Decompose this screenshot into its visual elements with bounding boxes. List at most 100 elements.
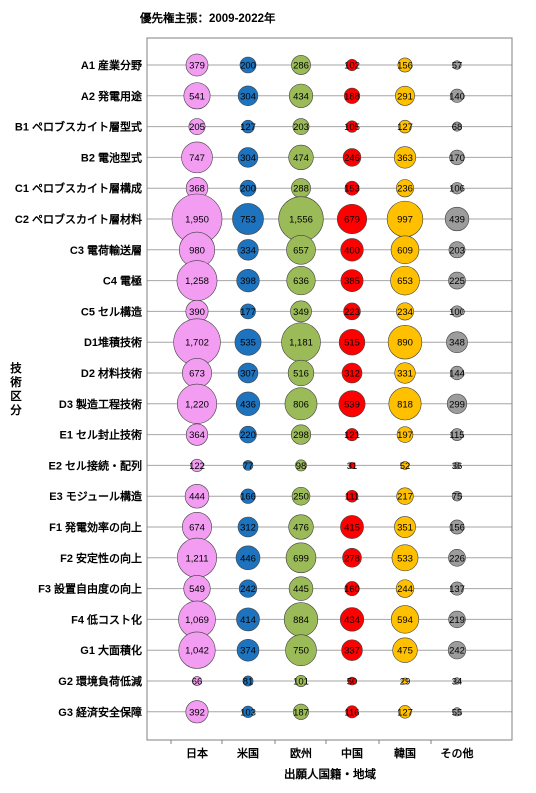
bubble-label: 390 <box>189 307 205 318</box>
bubble-label: 439 <box>449 215 465 226</box>
bubble <box>285 634 317 667</box>
bubble-label: 475 <box>397 646 413 657</box>
row-label: B1 ペロブスカイト層型式 <box>15 120 142 134</box>
bubble <box>451 491 463 502</box>
bubble <box>239 56 257 74</box>
column-label: 中国 <box>341 746 363 760</box>
bubble-label: 436 <box>240 399 256 410</box>
row-label: E2 セル接続・配列 <box>48 458 142 472</box>
x-axis-title: 出願人国籍・地域 <box>284 767 376 781</box>
bubble-series: 379 200 286 102 156 57 541 304 434 188 291 140 205 12… <box>171 53 470 724</box>
bubble-label: 66 <box>192 677 203 688</box>
bubble-label: 446 <box>240 553 256 564</box>
bubble-label: 105 <box>344 122 360 133</box>
bubble <box>237 516 259 538</box>
bubble <box>239 425 257 444</box>
bubble <box>234 328 262 356</box>
bubble-label: 398 <box>240 276 256 287</box>
bubble-label: 188 <box>344 91 360 102</box>
bubble-label: 291 <box>397 91 413 102</box>
bubble <box>452 60 462 70</box>
bubble <box>240 488 256 504</box>
bubble <box>341 639 363 661</box>
bubble <box>232 203 264 235</box>
bubble <box>185 423 209 446</box>
bubble <box>448 241 466 259</box>
bubble <box>448 271 466 290</box>
bubble-label: 122 <box>189 461 205 472</box>
bubble-label: 312 <box>240 523 256 534</box>
column-label: 欧州 <box>290 746 312 760</box>
bubble-label: 348 <box>449 338 465 349</box>
column-label: 米国 <box>236 746 259 760</box>
bubble-label: 52 <box>400 461 411 472</box>
bubble-label: 750 <box>293 646 309 657</box>
bubble-label: 747 <box>189 153 205 164</box>
bubble <box>451 305 463 318</box>
bubble <box>342 148 362 167</box>
bubble <box>387 325 423 360</box>
bubble <box>401 677 409 685</box>
bubble-label: 445 <box>293 584 309 595</box>
bubble <box>447 641 467 660</box>
bubble-label: 884 <box>293 615 309 626</box>
bubble-label: 653 <box>397 276 413 287</box>
bubble-label: 140 <box>449 91 465 102</box>
bubble-label: 636 <box>293 276 309 287</box>
bubble <box>395 85 415 106</box>
bubble-label: 197 <box>397 430 413 441</box>
bubble <box>390 235 420 265</box>
bubble <box>450 428 464 441</box>
bubble <box>292 703 310 720</box>
row-label: E1 セル封止技術 <box>59 428 142 442</box>
bubble <box>295 459 307 472</box>
bubble <box>338 329 366 356</box>
bubble <box>241 119 255 134</box>
bubble <box>185 700 209 724</box>
bubble <box>390 605 420 634</box>
bubble <box>397 57 413 73</box>
bubble <box>237 85 259 106</box>
bubble-label: 818 <box>397 399 413 410</box>
bubble-label: 34 <box>452 677 463 688</box>
bubble <box>449 149 465 166</box>
bubble <box>391 544 419 572</box>
bubble-label: 160 <box>344 584 360 595</box>
bubble-label: 100 <box>449 307 465 318</box>
bubble-label: 1,211 <box>185 553 208 564</box>
row-labels: A1 産業分野 A2 発電用途 B1 ペロブスカイト層型式 B2 電池型式 C1 ペロブ… <box>15 58 143 719</box>
bubble <box>241 705 255 718</box>
bubble-label: 187 <box>293 707 309 718</box>
bubble-label: 351 <box>397 523 413 534</box>
bubble-label: 337 <box>344 646 360 657</box>
bubble-label: 225 <box>449 276 465 287</box>
bubble-label: 549 <box>189 584 205 595</box>
bubble <box>448 610 466 629</box>
bubble-label: 539 <box>344 399 360 410</box>
bubble-label: 98 <box>296 461 307 472</box>
bubble-label: 156 <box>449 523 465 534</box>
bubble <box>343 87 361 104</box>
chart-title: 優先権主張：2009-2022年 <box>139 11 276 25</box>
row-label: A1 産業分野 <box>81 58 142 72</box>
bubble-label: 699 <box>293 553 309 564</box>
row-label: F2 安定性の向上 <box>60 551 142 565</box>
bubble-label: 127 <box>397 122 413 133</box>
bubble-label: 278 <box>344 553 360 564</box>
bubble-label: 1,181 <box>289 338 313 349</box>
bubble <box>178 631 216 669</box>
bubble-label: 111 <box>345 492 359 503</box>
bubble <box>395 179 414 198</box>
bubble <box>290 424 312 445</box>
bubble <box>396 487 414 505</box>
bubble <box>288 514 314 540</box>
row-label: B2 電池型式 <box>81 150 142 164</box>
bubble-label: 106 <box>449 184 465 195</box>
bubble <box>288 144 314 171</box>
bubble <box>345 489 359 503</box>
bubble-label: 434 <box>344 615 360 626</box>
bubble-label: 177 <box>240 307 256 318</box>
bubble-label: 753 <box>240 215 256 226</box>
bubble-label: 673 <box>189 369 205 380</box>
bubble <box>344 180 360 196</box>
